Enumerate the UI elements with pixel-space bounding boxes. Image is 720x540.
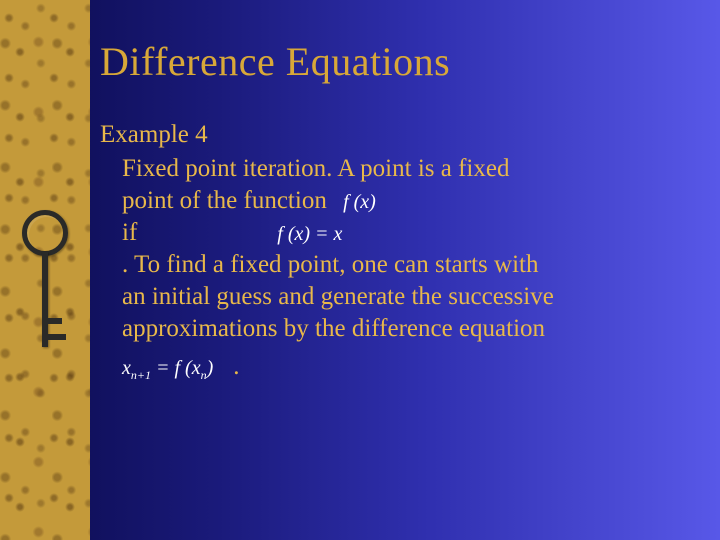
- example-label: Example 4: [100, 119, 680, 151]
- slide-body: Example 4 Fixed point iteration. A point…: [100, 119, 680, 383]
- slide-content: Difference Equations Example 4 Fixed poi…: [100, 38, 680, 383]
- key-icon: [22, 210, 68, 380]
- body-line-1: Fixed point iteration. A point is a fixe…: [100, 153, 680, 185]
- eq-lhs-var: x: [122, 357, 131, 379]
- math-recurrence: xn+1 = f (xn): [122, 356, 213, 383]
- trailing-period: .: [233, 351, 239, 383]
- body-line-2-text: point of the function: [122, 187, 327, 214]
- body-line-2: point of the function f (x): [100, 185, 680, 217]
- math-fx: f (x): [343, 190, 376, 216]
- body-line-4: an initial guess and generate the succes…: [100, 281, 680, 313]
- eq-rhs-var: x: [192, 357, 201, 379]
- math-fx-eq-x: f (x) = x: [277, 222, 342, 248]
- slide-title: Difference Equations: [100, 38, 680, 85]
- eq-mid: = f (: [151, 357, 192, 379]
- body-line-if: if f (x) = x: [100, 217, 680, 249]
- body-line-5: approximations by the difference equatio…: [100, 313, 680, 345]
- if-text: if: [122, 217, 137, 249]
- eq-close: ): [207, 357, 214, 379]
- eq-lhs-sub: n+1: [131, 368, 151, 382]
- body-line-3: . To find a fixed point, one can starts …: [100, 249, 680, 281]
- equation-row: xn+1 = f (xn) .: [100, 351, 680, 383]
